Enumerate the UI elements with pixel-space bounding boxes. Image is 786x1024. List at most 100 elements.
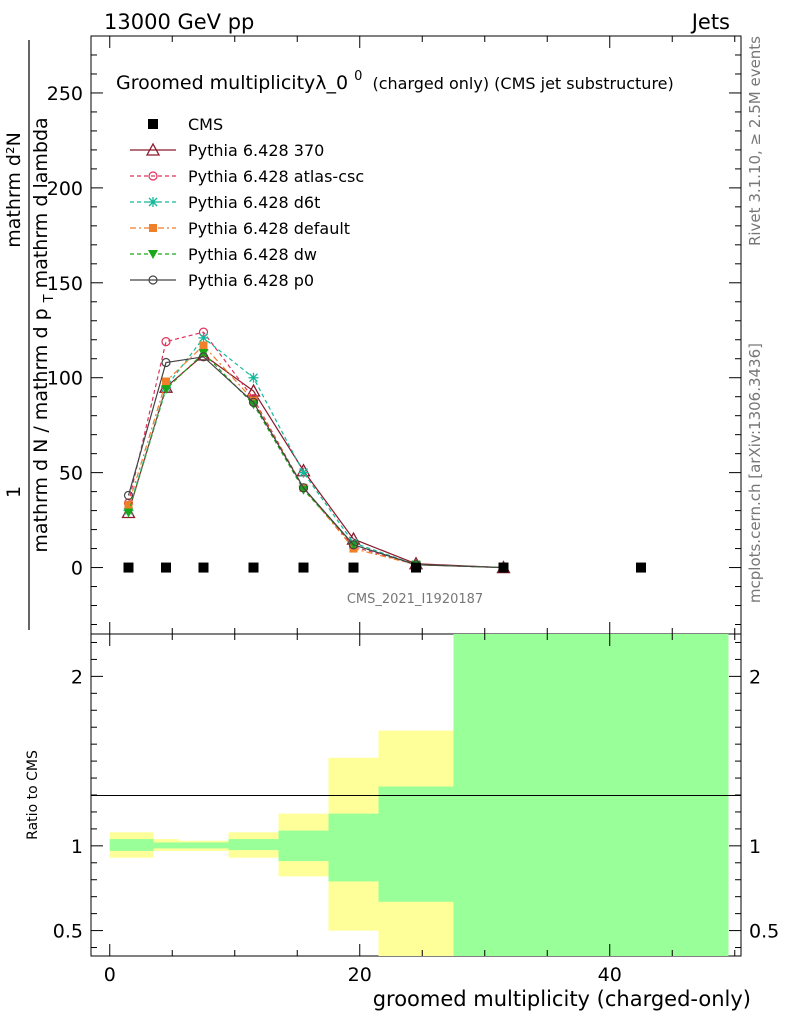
series-line-3 bbox=[127, 344, 504, 569]
legend-label: Pythia 6.428 p0 bbox=[188, 271, 314, 290]
ratio-stat-band-3 bbox=[228, 839, 279, 851]
y-tick-label: 100 bbox=[47, 368, 83, 390]
series-line-0 bbox=[127, 354, 504, 569]
cms-point bbox=[348, 562, 359, 573]
cms-point bbox=[411, 562, 421, 573]
x-axis-label: groomed multiplicity (charged-only) bbox=[373, 987, 751, 1011]
series-5 bbox=[123, 352, 509, 573]
ratio-tick-label-right: 0.5 bbox=[749, 921, 779, 943]
legend-marker bbox=[148, 197, 158, 207]
cms-point bbox=[198, 562, 209, 573]
series-2 bbox=[123, 332, 509, 573]
legend-entry-3: Pythia 6.428 d6t bbox=[130, 193, 320, 212]
x-tick-label: 20 bbox=[348, 964, 372, 986]
legend-label: CMS bbox=[188, 115, 223, 134]
chart-title-main: Groomed multiplicityλ_0 bbox=[116, 72, 348, 94]
series-point-0 bbox=[246, 383, 261, 397]
series-point-4 bbox=[123, 508, 134, 518]
series-point-4 bbox=[298, 485, 309, 495]
header-left: 13000 GeV pp bbox=[104, 10, 254, 34]
legend-label: Pythia 6.428 atlas-csc bbox=[188, 167, 364, 186]
series-line-5 bbox=[127, 356, 504, 569]
legend-entry-6: Pythia 6.428 p0 bbox=[130, 271, 314, 290]
series-point-1 bbox=[161, 337, 171, 347]
y-label-denom-main2: mathrm d lambda bbox=[30, 117, 52, 288]
ratio-tick-label: 1 bbox=[71, 836, 83, 858]
cms-point bbox=[248, 562, 259, 573]
series-point-3 bbox=[162, 377, 170, 386]
ratio-stat-band-5 bbox=[328, 813, 379, 882]
cms-point bbox=[298, 562, 309, 573]
series-point-2 bbox=[298, 467, 309, 478]
legend-label: Pythia 6.428 dw bbox=[188, 245, 317, 264]
ratio-stat-band-1 bbox=[153, 842, 179, 849]
ratio-tick-label: 0.5 bbox=[53, 921, 83, 943]
y-tick-label: 50 bbox=[59, 463, 83, 485]
legend-label: Pythia 6.428 default bbox=[188, 219, 350, 238]
ratio-stat-band-6 bbox=[378, 786, 454, 902]
ratio-tick-label: 2 bbox=[71, 666, 83, 688]
series-point-5 bbox=[348, 540, 359, 550]
ratio-tick-label-right: 2 bbox=[749, 666, 761, 688]
legend-entry-5: Pythia 6.428 dw bbox=[130, 245, 317, 264]
side-label-mcplots: mcplots.cern.ch [arXiv:1306.3436] bbox=[746, 343, 764, 603]
series-layer bbox=[121, 327, 511, 574]
series-point-3 bbox=[199, 341, 208, 350]
series-point-5 bbox=[248, 397, 259, 407]
cms-point bbox=[636, 562, 646, 573]
legend-entry-4: Pythia 6.428 default bbox=[130, 219, 350, 238]
ratio-stat-band-4 bbox=[278, 830, 329, 862]
legend-entry-1: Pythia 6.428 370 bbox=[130, 141, 324, 160]
ratio-stat-band-0 bbox=[109, 839, 154, 851]
legend-entry-2: Pythia 6.428 atlas-csc bbox=[130, 167, 364, 186]
y-tick-label: 0 bbox=[71, 558, 83, 580]
legend-marker bbox=[145, 142, 161, 156]
ratio-tick-label-right: 1 bbox=[749, 836, 761, 858]
axes: 0 20 40 0 50 100 150 200 250 0.5 0.5 1 1 2 2 bbox=[47, 36, 779, 986]
series-point-2 bbox=[198, 332, 209, 343]
cms-point bbox=[498, 562, 509, 573]
series-point-4 bbox=[198, 349, 209, 359]
legend-label: Pythia 6.428 370 bbox=[188, 141, 324, 160]
legend-label: Pythia 6.428 d6t bbox=[188, 193, 320, 212]
series-point-2 bbox=[248, 372, 259, 383]
legend-marker bbox=[148, 275, 158, 285]
chart-title-suffix: (charged only) (CMS jet substructure) bbox=[372, 74, 673, 93]
series-0 bbox=[121, 347, 511, 574]
ratio-y-label: Ratio to CMS bbox=[25, 750, 41, 840]
series-point-4 bbox=[161, 385, 171, 395]
legend-marker bbox=[148, 171, 158, 181]
y-tick-label: 200 bbox=[47, 178, 83, 200]
y-tick-label: 150 bbox=[47, 273, 83, 295]
series-3 bbox=[124, 341, 508, 572]
analysis-watermark: CMS_2021_I1920187 bbox=[347, 592, 483, 607]
series-point-4 bbox=[248, 400, 259, 410]
legend-marker bbox=[148, 250, 158, 259]
series-point-5 bbox=[198, 352, 209, 362]
cms-data-points bbox=[123, 562, 646, 573]
header-right: Jets bbox=[690, 10, 730, 34]
y-tick-label: 250 bbox=[47, 83, 83, 105]
x-tick-label: 40 bbox=[598, 964, 622, 986]
series-line-1 bbox=[127, 331, 504, 569]
series-1 bbox=[123, 327, 509, 573]
legend-marker bbox=[149, 224, 157, 232]
series-point-5 bbox=[298, 483, 309, 493]
side-label-rivet: Rivet 3.1.10, ≥ 2.5M events bbox=[746, 36, 764, 246]
ratio-stat-band-2 bbox=[178, 842, 229, 849]
chart-title-superscript: 0 bbox=[354, 69, 362, 84]
series-point-3 bbox=[124, 500, 133, 509]
y-label-one: 1 bbox=[3, 486, 25, 498]
series-point-5 bbox=[161, 357, 171, 368]
legend-entry-0: CMS bbox=[148, 115, 223, 134]
y-label-numerator: mathrm d²N bbox=[3, 132, 25, 248]
cms-point bbox=[123, 562, 134, 573]
x-tick-label: 0 bbox=[104, 964, 116, 986]
y-label-denom-sub: T bbox=[42, 294, 57, 303]
chart-title: Groomed multiplicityλ_0 0 (charged only)… bbox=[116, 63, 674, 94]
legend-marker bbox=[148, 119, 158, 129]
series-line-4 bbox=[127, 352, 504, 569]
y-label-denominator: mathrm d N / mathrm d p T mathrm d lambd… bbox=[30, 117, 58, 552]
series-line-2 bbox=[127, 336, 504, 569]
